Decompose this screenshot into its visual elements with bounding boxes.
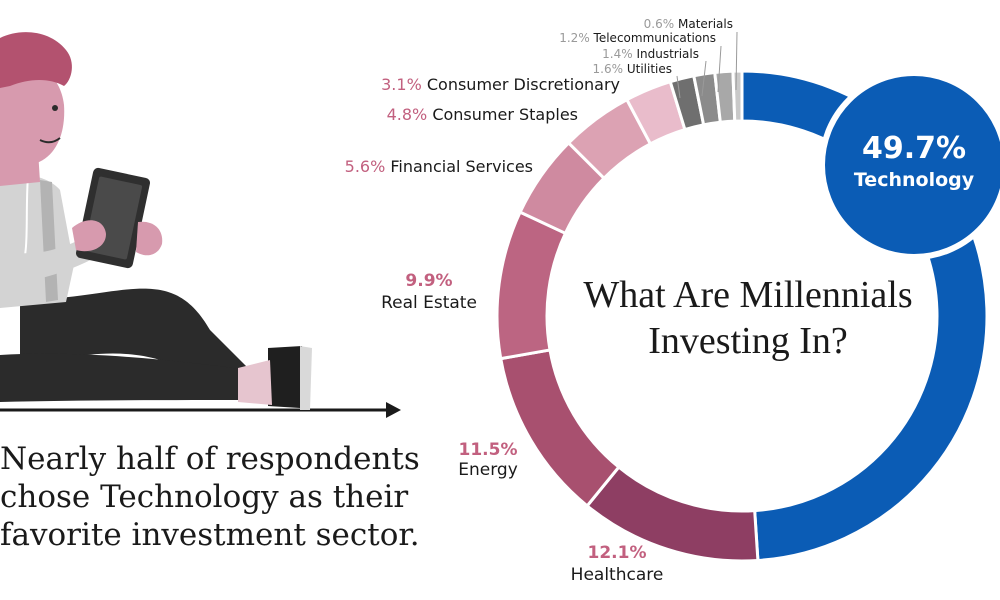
slice-label-materials: 0.6% Materials xyxy=(644,17,733,31)
person-shoe-sole xyxy=(300,346,312,410)
person-leg-front xyxy=(0,353,262,402)
slice-label-consumer-discretionary: 3.1% Consumer Discretionary xyxy=(381,75,620,94)
name-label-energy: Energy xyxy=(458,460,518,480)
slice-labels: 49.7% Technology 9.9%Real Estate 11.5%Energ… xyxy=(345,17,975,585)
person-hand-right xyxy=(136,221,163,256)
slice-label-consumer-staples: 4.8% Consumer Staples xyxy=(387,105,578,124)
slice-energy xyxy=(498,348,621,508)
slice-label-industrials: 1.4% Industrials xyxy=(602,47,699,61)
chart-title: What Are Millennials Investing In? xyxy=(548,272,948,364)
slice-materials xyxy=(731,69,744,123)
person-mouth xyxy=(39,137,61,144)
person-hand-left xyxy=(72,220,106,252)
person-eye xyxy=(52,105,58,111)
leader-line xyxy=(676,75,681,99)
slice-label-financial-services: 5.6% Financial Services xyxy=(345,157,533,176)
chart-title-line: What Are Millennials xyxy=(583,274,913,316)
percent-label-healthcare: 12.1% xyxy=(588,543,647,563)
caption-line: chose Technology as their xyxy=(0,479,409,515)
percent-label-energy: 11.5% xyxy=(459,440,518,460)
name-label-real-estate: Real Estate xyxy=(381,293,477,313)
person-with-tablet-illustration xyxy=(0,32,401,418)
slice-label-utilities: 1.6% Utilities xyxy=(593,62,672,76)
caption-line: Nearly half of respondents xyxy=(0,441,420,477)
person-hair xyxy=(0,32,72,88)
person-shirt xyxy=(0,174,74,308)
arrow-right-icon xyxy=(386,402,401,418)
person-shoe xyxy=(268,346,305,408)
leader-line xyxy=(735,31,738,91)
caption-line: favorite investment sector. xyxy=(0,517,420,553)
person-head xyxy=(0,59,65,168)
caption-text: Nearly half of respondents chose Technol… xyxy=(0,440,420,554)
slice-label-telecommunications: 1.2% Telecommunications xyxy=(559,31,716,45)
chart-title-line: Investing In? xyxy=(648,320,848,362)
leader-line xyxy=(701,60,707,97)
percent-label-real-estate: 9.9% xyxy=(405,271,452,291)
name-label-healthcare: Healthcare xyxy=(571,565,664,585)
technology-percent-label: 49.7% xyxy=(862,131,966,166)
leader-line xyxy=(717,45,722,93)
person-sock xyxy=(238,360,272,405)
technology-highlight-circle xyxy=(819,70,1000,260)
technology-name-label: Technology xyxy=(854,169,975,191)
